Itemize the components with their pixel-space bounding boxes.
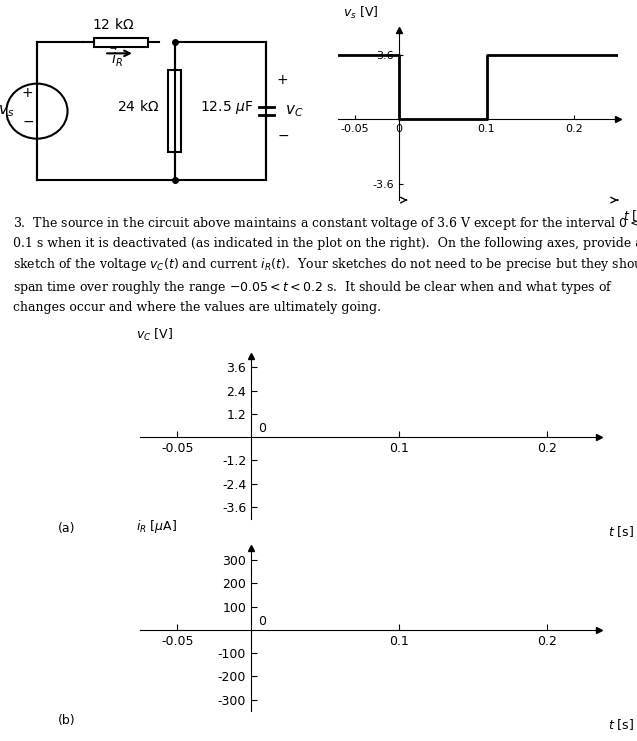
Text: 12 k$\Omega$: 12 k$\Omega$ [92, 16, 134, 32]
Text: $i_R$ [$\mu$A]: $i_R$ [$\mu$A] [136, 518, 176, 535]
Text: $\vec{i}_R$: $\vec{i}_R$ [110, 47, 123, 69]
Text: $t$ [s]: $t$ [s] [608, 525, 634, 539]
Text: (b): (b) [57, 714, 75, 728]
Bar [94, 38, 148, 47]
Text: 12.5 $\mu$F: 12.5 $\mu$F [200, 99, 253, 116]
Text: 24 k$\Omega$: 24 k$\Omega$ [117, 99, 159, 114]
Text: +: + [22, 87, 33, 100]
Text: 3.  The source in the circuit above maintains a constant voltage of 3.6 V except: 3. The source in the circuit above maint… [13, 215, 637, 314]
Text: $v_C$: $v_C$ [285, 103, 303, 119]
Text: $t$ [s]: $t$ [s] [608, 717, 634, 732]
Text: 0: 0 [259, 614, 266, 628]
Text: $v_s$: $v_s$ [0, 103, 15, 119]
Text: $v_C$ [V]: $v_C$ [V] [136, 327, 173, 342]
Text: $-$: $-$ [22, 114, 34, 128]
Text: $t$ [s]: $t$ [s] [624, 208, 637, 224]
Text: (a): (a) [57, 522, 75, 535]
Text: 0: 0 [259, 422, 266, 435]
Text: $v_s$ [V]: $v_s$ [V] [343, 5, 379, 21]
Text: $-$: $-$ [277, 127, 289, 142]
Bar [168, 70, 181, 153]
Text: +: + [277, 73, 289, 87]
